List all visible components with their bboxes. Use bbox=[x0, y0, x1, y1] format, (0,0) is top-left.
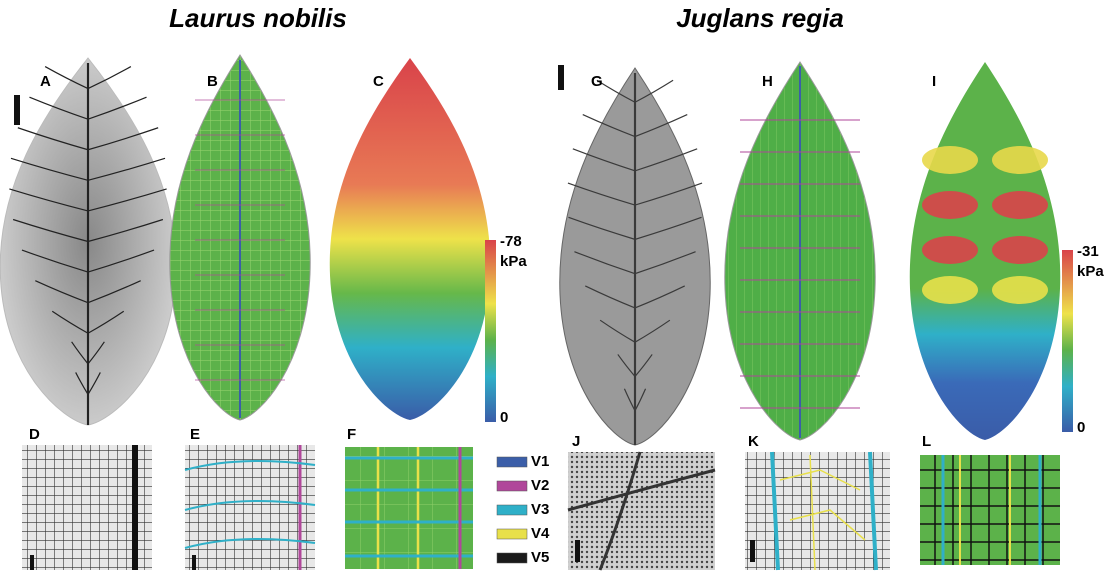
legend-swatch bbox=[497, 481, 527, 491]
panel-label: K bbox=[748, 433, 759, 450]
colorbar bbox=[1062, 250, 1073, 432]
colorbar-min: 0 bbox=[1077, 419, 1085, 436]
scale-bar bbox=[14, 95, 20, 125]
legend-label: V1 bbox=[531, 453, 549, 470]
panel-label: A bbox=[40, 73, 51, 90]
colorbar bbox=[485, 240, 496, 422]
colorbar-unit: kPa bbox=[1077, 263, 1104, 280]
leaf-pressure bbox=[330, 58, 491, 420]
legend-label: V4 bbox=[531, 525, 550, 542]
detail-image bbox=[568, 452, 715, 570]
legend-label: V3 bbox=[531, 501, 549, 518]
species-title: Laurus nobilis bbox=[169, 3, 347, 33]
detail-image bbox=[745, 452, 890, 570]
legend-swatch bbox=[497, 529, 527, 539]
panel-label: E bbox=[190, 426, 200, 443]
panel-label: B bbox=[207, 73, 218, 90]
panel-label: F bbox=[347, 426, 356, 443]
pressure-spot bbox=[992, 276, 1048, 304]
panel-label: L bbox=[922, 433, 931, 450]
colorbar-unit: kPa bbox=[500, 253, 527, 270]
scale-bar bbox=[575, 540, 580, 562]
scale-bar bbox=[558, 65, 564, 90]
scale-bar bbox=[30, 555, 34, 570]
colorbar-min: 0 bbox=[500, 409, 508, 426]
panel-label: D bbox=[29, 426, 40, 443]
colorbar-max: -78 bbox=[500, 233, 522, 250]
panel-label: J bbox=[572, 433, 580, 450]
pressure-spot bbox=[922, 191, 978, 219]
figure: Laurus nobilis Juglans regia A B C D E F G H I J K L -… bbox=[0, 0, 1111, 573]
panel-label: G bbox=[591, 73, 603, 90]
scale-bar bbox=[192, 555, 196, 570]
detail-model bbox=[345, 447, 473, 569]
pressure-spot bbox=[992, 236, 1048, 264]
legend-label: V2 bbox=[531, 477, 549, 494]
colorbar-max: -31 bbox=[1077, 243, 1099, 260]
pressure-spot bbox=[922, 146, 978, 174]
panel-label: I bbox=[932, 73, 936, 90]
stage: Laurus nobilis Juglans regia A B C D E F G H I J K L -… bbox=[0, 3, 1104, 570]
legend-swatch bbox=[497, 457, 527, 467]
species-title: Juglans regia bbox=[676, 3, 844, 33]
legend-swatch bbox=[497, 553, 527, 563]
pressure-spot bbox=[922, 236, 978, 264]
pressure-spot bbox=[992, 191, 1048, 219]
pressure-spot bbox=[992, 146, 1048, 174]
legend-label: V5 bbox=[531, 549, 549, 566]
legend-swatch bbox=[497, 505, 527, 515]
panel-label: H bbox=[762, 73, 773, 90]
panel-label: C bbox=[373, 73, 384, 90]
pressure-spot bbox=[922, 276, 978, 304]
scale-bar bbox=[750, 540, 755, 562]
